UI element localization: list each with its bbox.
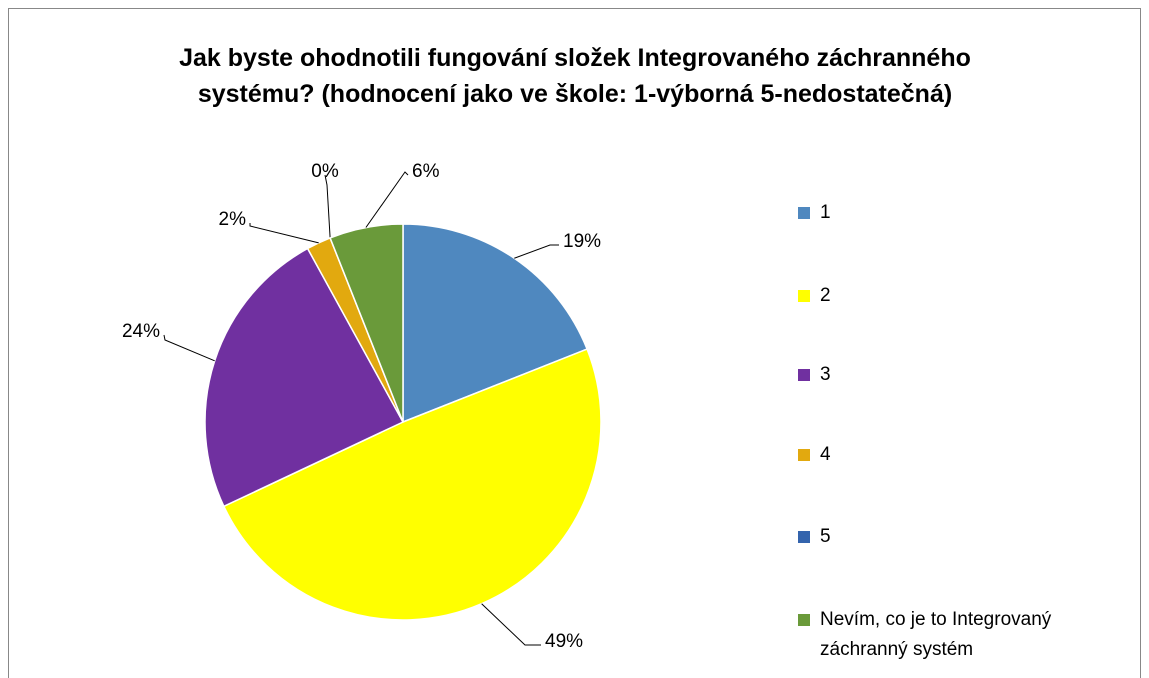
leader-line bbox=[324, 174, 331, 238]
legend-swatch bbox=[798, 449, 810, 461]
legend-swatch bbox=[798, 531, 810, 543]
data-label: 49% bbox=[545, 631, 583, 652]
data-label: 19% bbox=[563, 231, 601, 252]
legend-label: Nevím, co je to Integrovaný záchranný sy… bbox=[820, 609, 1052, 660]
leader-line bbox=[365, 171, 409, 228]
legend-label: 2 bbox=[820, 285, 831, 306]
legend-item: 1 bbox=[798, 198, 1128, 228]
leader-line bbox=[249, 223, 319, 244]
data-label: 2% bbox=[219, 209, 247, 230]
legend-item: 2 bbox=[798, 281, 1128, 311]
legend-item: 3 bbox=[798, 360, 1128, 390]
legend-label: 4 bbox=[820, 444, 831, 465]
leader-line bbox=[514, 244, 559, 259]
legend-swatch bbox=[798, 614, 810, 626]
legend-label: 5 bbox=[820, 526, 831, 547]
legend-swatch bbox=[798, 369, 810, 381]
data-label: 6% bbox=[412, 161, 440, 182]
legend-swatch bbox=[798, 290, 810, 302]
chart-title: Jak byste ohodnotili fungování složek In… bbox=[179, 44, 971, 108]
legend-item: Nevím, co je to Integrovaný záchranný sy… bbox=[798, 605, 1128, 665]
leader-line bbox=[163, 334, 215, 362]
legend-item: 5 bbox=[798, 522, 1128, 552]
pie-slice bbox=[402, 223, 589, 424]
pie-slice bbox=[329, 223, 404, 423]
legend-swatch bbox=[798, 207, 810, 219]
data-label: 24% bbox=[122, 321, 160, 342]
legend-item: 4 bbox=[798, 440, 1128, 470]
legend-label: 1 bbox=[820, 202, 831, 223]
legend-label: 3 bbox=[820, 364, 831, 385]
chart-border bbox=[8, 8, 1141, 678]
leader-line bbox=[481, 603, 541, 646]
data-label: 0% bbox=[311, 161, 339, 182]
